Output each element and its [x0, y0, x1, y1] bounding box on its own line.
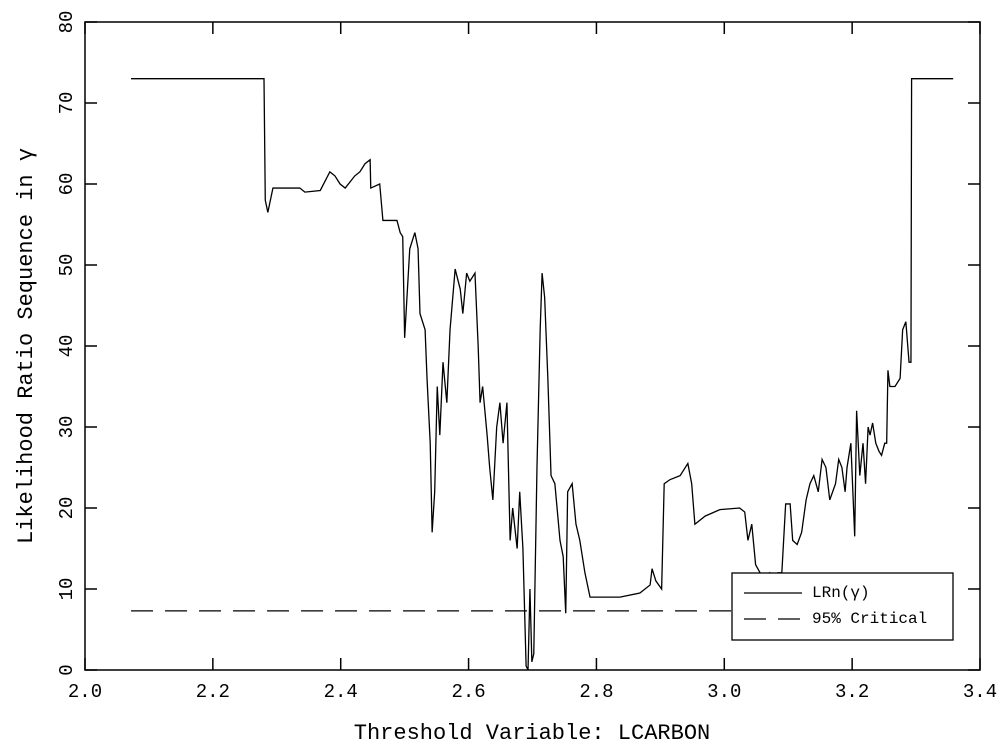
x-tick-label: 3.4 [963, 681, 997, 703]
y-tick-label: 0 [56, 664, 78, 675]
data-line [131, 78, 954, 671]
legend-label: 95% Critical [812, 610, 927, 628]
y-tick-label: 10 [56, 578, 78, 601]
x-tick-label: 2.0 [68, 681, 102, 703]
y-tick-label: 60 [56, 173, 78, 196]
y-tick-label: 40 [56, 335, 78, 358]
x-tick-label: 2.8 [579, 681, 613, 703]
y-axis-label: Likelihood Ratio Sequence in γ [14, 148, 39, 544]
x-tick-label: 3.2 [835, 681, 869, 703]
y-tick-label: 70 [56, 92, 78, 115]
legend-box [731, 572, 954, 641]
x-tick-label: 2.2 [196, 681, 230, 703]
x-axis-label: Threshold Variable: LCARBON [354, 721, 710, 746]
x-tick-label: 2.6 [451, 681, 485, 703]
y-tick-label: 80 [56, 11, 78, 34]
x-tick-label: 2.4 [324, 681, 358, 703]
x-tick-label: 3.0 [707, 681, 741, 703]
y-tick-label: 30 [56, 416, 78, 439]
y-tick-label: 50 [56, 254, 78, 277]
y-tick-label: 20 [56, 497, 78, 520]
legend-label: LRn(γ) [812, 584, 870, 602]
